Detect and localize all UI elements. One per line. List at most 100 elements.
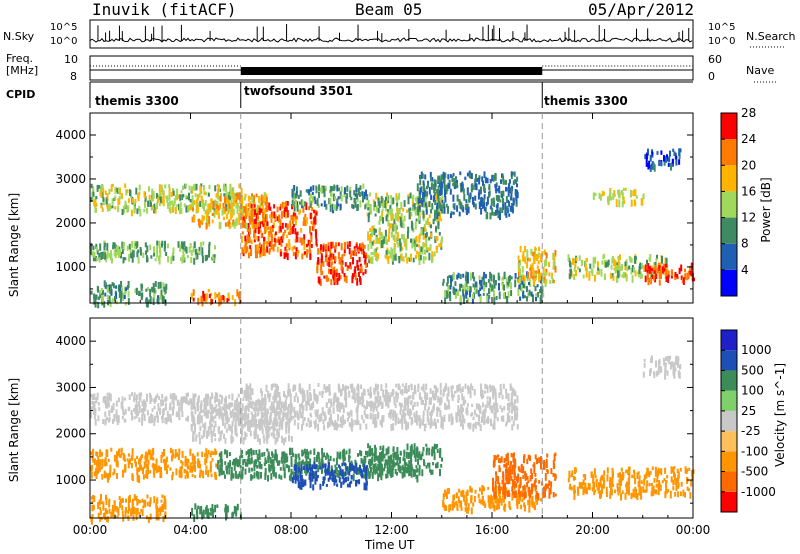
heatmap-cell xyxy=(143,208,146,213)
heatmap-cell xyxy=(438,180,441,188)
nave-dense-block xyxy=(240,67,543,75)
heatmap-cell xyxy=(264,457,267,463)
heatmap-cell xyxy=(144,194,146,199)
heatmap-cell xyxy=(343,453,346,460)
heatmap-cell xyxy=(275,408,278,416)
heatmap-cell xyxy=(356,278,359,286)
heatmap-cell xyxy=(247,207,250,212)
heatmap-cell xyxy=(568,273,571,280)
heatmap-cell xyxy=(481,176,484,182)
heatmap-cell xyxy=(283,467,286,476)
heatmap-cell xyxy=(418,205,421,210)
heatmap-cell xyxy=(459,414,462,423)
heatmap-cell xyxy=(253,239,256,243)
heatmap-cell xyxy=(430,224,432,229)
heatmap-cell xyxy=(432,462,435,466)
heatmap-cell xyxy=(510,171,513,177)
heatmap-cell xyxy=(510,192,513,201)
heatmap-cell xyxy=(528,278,531,284)
heatmap-cell xyxy=(172,408,175,416)
heatmap-cell xyxy=(372,199,375,208)
heatmap-cell xyxy=(224,197,226,204)
heatmap-cell xyxy=(396,208,399,215)
heatmap-cell xyxy=(349,190,352,198)
heatmap-cell xyxy=(120,290,123,298)
heatmap-cell xyxy=(422,227,425,235)
heatmap-cell xyxy=(169,402,172,410)
heatmap-cell xyxy=(187,392,189,397)
heatmap-cell xyxy=(400,201,403,210)
heatmap-cell xyxy=(544,279,547,288)
heatmap-cell xyxy=(295,232,298,239)
heatmap-cell xyxy=(543,249,546,255)
heatmap-cell xyxy=(431,251,434,257)
heatmap-cell xyxy=(223,433,225,439)
heatmap-cell xyxy=(376,257,379,262)
heatmap-cell xyxy=(294,471,297,479)
heatmap-cell xyxy=(391,389,394,397)
heatmap-cell xyxy=(276,206,279,213)
heatmap-cell xyxy=(479,294,482,298)
heatmap-cell xyxy=(251,217,254,223)
heatmap-cell xyxy=(139,209,142,217)
heatmap-cell xyxy=(249,245,252,250)
heatmap-cell xyxy=(613,190,616,196)
heatmap-cell xyxy=(178,402,181,407)
heatmap-cell xyxy=(466,286,469,292)
heatmap-cell xyxy=(329,455,332,461)
heatmap-cell xyxy=(270,418,272,423)
heatmap-cell xyxy=(102,188,105,193)
heatmap-cell xyxy=(319,250,322,254)
heatmap-cell xyxy=(452,394,455,398)
heatmap-cell xyxy=(151,449,154,457)
heatmap-cell xyxy=(490,198,493,207)
heatmap-cell xyxy=(241,387,243,394)
heatmap-cell xyxy=(138,184,141,191)
heatmap-cell xyxy=(138,401,140,407)
heatmap-cell xyxy=(534,247,537,251)
heatmap-cell xyxy=(592,257,595,262)
heatmap-cell xyxy=(156,411,158,418)
heatmap-cell xyxy=(233,198,235,203)
heatmap-cell xyxy=(238,205,241,212)
heatmap-cell xyxy=(263,404,266,409)
heatmap-cell xyxy=(532,294,534,303)
heatmap-cell xyxy=(438,397,441,401)
heatmap-cell xyxy=(202,409,205,413)
heatmap-cell xyxy=(460,404,462,413)
heatmap-cell xyxy=(250,203,253,208)
heatmap-cell xyxy=(285,248,288,253)
heatmap-cell xyxy=(446,282,449,287)
heatmap-cell xyxy=(498,282,500,291)
heatmap-cell xyxy=(382,415,385,422)
heatmap-cell xyxy=(309,200,312,208)
heatmap-cell xyxy=(396,456,399,463)
heatmap-cell xyxy=(396,461,399,466)
heatmap-cell xyxy=(204,452,207,457)
heatmap-cell xyxy=(355,184,358,189)
heatmap-cell xyxy=(379,445,382,451)
heatmap-cell xyxy=(235,474,238,479)
heatmap-cell xyxy=(402,223,405,229)
heatmap-cell xyxy=(233,221,236,229)
heatmap-cell xyxy=(533,270,535,276)
heatmap-cell xyxy=(538,275,541,283)
heatmap-cell xyxy=(266,246,269,253)
heatmap-cell xyxy=(493,212,496,216)
heatmap-cell xyxy=(245,383,248,389)
heatmap-cell xyxy=(478,414,480,421)
heatmap-cell xyxy=(228,469,231,475)
heatmap-cell xyxy=(151,408,154,413)
heatmap-cell xyxy=(394,224,397,230)
heatmap-cell xyxy=(536,270,539,274)
heatmap-cell xyxy=(93,199,96,207)
heatmap-cell xyxy=(455,415,458,422)
heatmap-cell xyxy=(390,213,393,219)
heatmap-cell xyxy=(295,194,298,199)
heatmap-cell xyxy=(127,281,130,289)
heatmap-cell xyxy=(143,191,146,198)
heatmap-cell xyxy=(414,455,417,462)
heatmap-cell xyxy=(641,199,644,206)
heatmap-cell xyxy=(368,204,371,211)
heatmap-cell xyxy=(138,392,141,401)
